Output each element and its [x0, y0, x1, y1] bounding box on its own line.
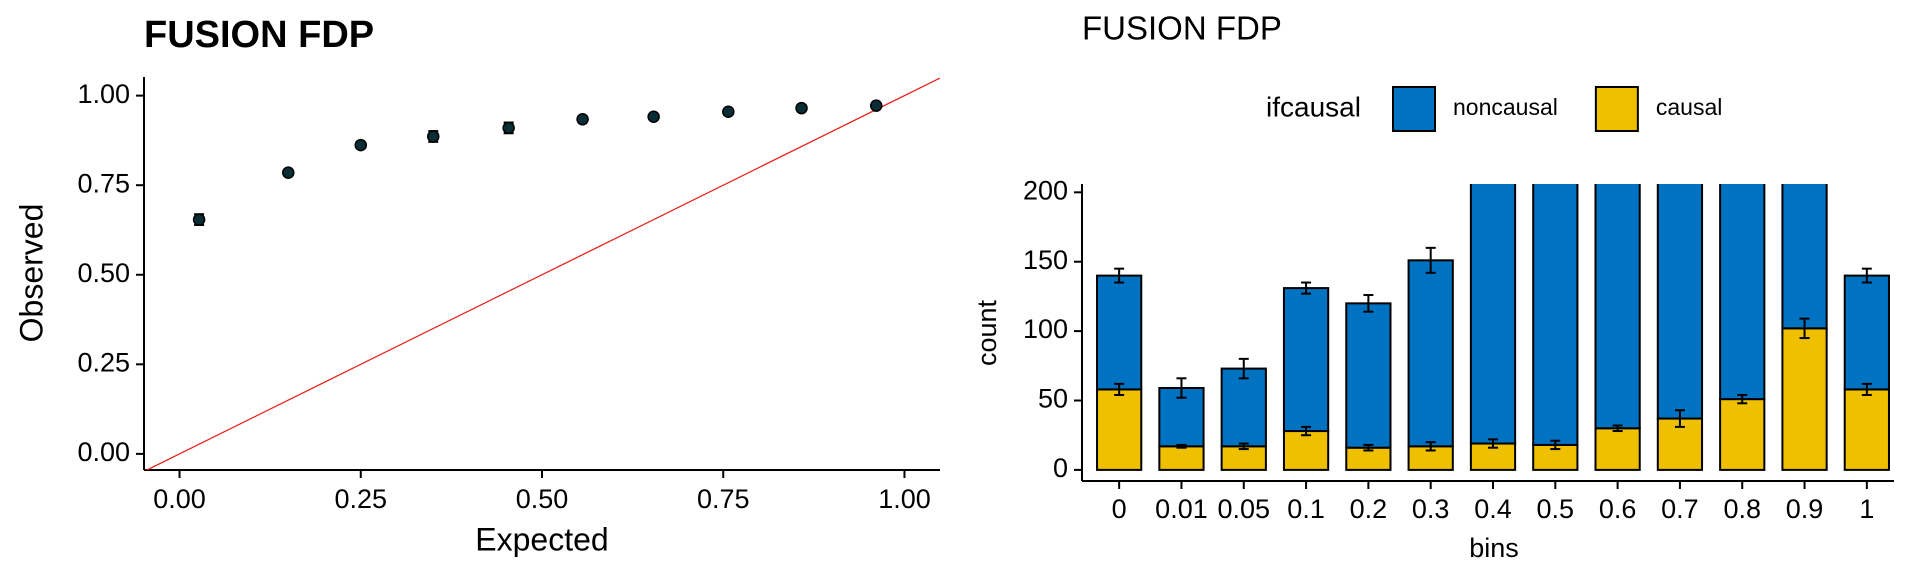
x-tick-label: 0.1 — [1287, 494, 1325, 524]
y-tick-label: 0.25 — [77, 347, 130, 377]
x-tick-label: 0 — [1112, 494, 1127, 524]
bar-segment — [1719, 398, 1766, 471]
y-tick-label: 1.00 — [77, 79, 130, 109]
x-axis-label: Expected — [475, 521, 608, 557]
bar-segment — [1719, 184, 1766, 401]
bar-segment — [1220, 367, 1267, 448]
legend-swatch — [1594, 86, 1639, 132]
point — [192, 213, 206, 226]
bar-segment — [1282, 287, 1330, 433]
legend-label: causal — [1656, 94, 1722, 120]
bar-segment — [1656, 184, 1704, 420]
bar-segment — [1781, 184, 1828, 330]
point — [354, 138, 368, 152]
point — [869, 99, 883, 112]
x-tick-label: 0.5 — [1537, 494, 1575, 524]
x-tick-label: 0.3 — [1412, 494, 1450, 524]
bar-segment — [1843, 388, 1890, 471]
y-tick-label: 100 — [1023, 314, 1068, 344]
legend-label: noncausal — [1453, 94, 1558, 120]
bar-segment — [1469, 184, 1517, 445]
y-tick-label: 0.75 — [77, 168, 130, 198]
bars — [1096, 184, 1890, 471]
x-tick-label: 0.01 — [1155, 494, 1208, 524]
bar-segment — [1843, 274, 1890, 391]
x-tick-label: 0.05 — [1217, 494, 1270, 524]
x-tick-label: 0.75 — [697, 484, 750, 514]
y-tick-label: 200 — [1023, 175, 1068, 205]
bar-segment — [1282, 430, 1330, 471]
x-tick-label: 0.50 — [516, 484, 569, 514]
x-tick-label: 0.2 — [1350, 494, 1388, 524]
bar-segment — [1158, 387, 1205, 448]
bar-segment — [1594, 184, 1641, 430]
point — [576, 113, 589, 126]
x-tick-label: 0.4 — [1474, 494, 1512, 524]
x-tick-label: 0.6 — [1599, 494, 1637, 524]
point — [647, 110, 660, 124]
x-tick-label: 0.8 — [1723, 494, 1761, 524]
y-tick-label: 0.50 — [77, 258, 130, 288]
point — [795, 101, 808, 115]
bar-segment — [1345, 302, 1392, 449]
y-tick-label: 0 — [1053, 453, 1068, 483]
point — [427, 130, 440, 143]
x-tick-label: 0.9 — [1786, 494, 1824, 524]
x-tick-label: 0.7 — [1661, 494, 1699, 524]
legend-title: ifcausal — [1266, 91, 1361, 122]
x-tick-label: 0.25 — [334, 484, 387, 514]
reference-line — [145, 77, 940, 470]
y-axis-label: Observed — [13, 204, 49, 343]
bar-segment — [1158, 445, 1205, 471]
x-axis-label: bins — [1469, 533, 1519, 563]
chart-title: FUSION FDP — [144, 14, 374, 56]
bar-segment — [1096, 274, 1143, 391]
y-tick-label: 50 — [1038, 384, 1068, 414]
bar-segment — [1407, 259, 1454, 448]
x-tick-label: 1.00 — [878, 484, 931, 514]
y-tick-label: 150 — [1023, 245, 1068, 275]
point — [282, 166, 295, 179]
reference-clip — [145, 77, 940, 470]
bar-segment — [1781, 327, 1828, 471]
legend-swatch — [1392, 86, 1436, 132]
bar-segment — [1096, 388, 1143, 471]
error-bars — [1114, 246, 1872, 452]
x-tick-label: 1 — [1859, 494, 1874, 524]
y-axis-label: count — [972, 299, 1002, 366]
x-tick-label: 0.00 — [153, 484, 206, 514]
point — [502, 121, 515, 135]
bar-segment — [1594, 427, 1641, 471]
chart-title: FUSION FDP — [1082, 10, 1282, 47]
bar-segment — [1532, 184, 1579, 446]
point — [722, 105, 735, 119]
y-tick-label: 0.00 — [77, 437, 130, 467]
